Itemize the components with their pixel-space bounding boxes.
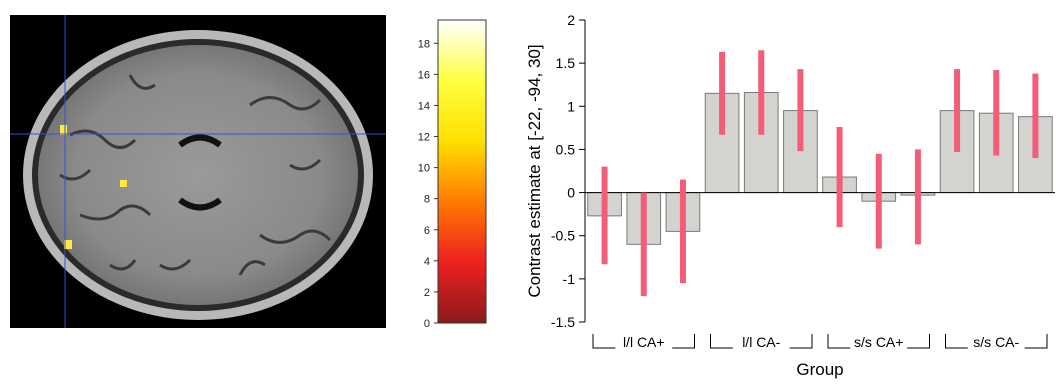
colorbar: 0 2 4 6 8 10 12 14 16 18	[400, 10, 510, 330]
colorbar-svg: 0 2 4 6 8 10 12 14 16 18	[418, 19, 487, 330]
y-tick-label-1: 1.5	[556, 55, 576, 71]
activation-cluster-3	[64, 240, 72, 249]
group-label-2: s/s CA+	[854, 334, 903, 350]
bar-chart: 2 1.5 1 0.5 0 -0.5 -1 -1.5 Contrast estimate at …	[510, 0, 1056, 380]
y-tick-label-2: 1	[567, 98, 575, 114]
colorbar-tick-label-4: 8	[424, 194, 430, 206]
y-tick-label-5: -0.5	[551, 228, 575, 244]
group-label-3: s/s CA-	[973, 334, 1019, 350]
ventricle-upper	[178, 134, 222, 148]
y-tick-label-7: -1.5	[551, 314, 575, 330]
brain-slice-svg	[10, 15, 386, 328]
colorbar-gradient	[437, 19, 487, 324]
colorbar-tick-label-9: 18	[418, 38, 430, 50]
group-bracket-0	[592, 334, 695, 349]
brain-tissue	[38, 45, 358, 305]
group-label-1: l/l CA-	[742, 334, 780, 350]
colorbar-tick-label-6: 12	[418, 132, 430, 144]
activation-cluster-1	[60, 125, 67, 135]
y-tick-label-4: 0	[567, 185, 575, 201]
group-bracket-2	[827, 334, 930, 349]
y-tick-label-0: 2	[567, 12, 575, 28]
colorbar-tick-label-2: 4	[424, 256, 430, 268]
bar-chart-svg: 2 1.5 1 0.5 0 -0.5 -1 -1.5 Contrast estimate at …	[525, 12, 1055, 379]
x-axis-label: Group	[796, 360, 843, 379]
colorbar-tick-label-7: 14	[418, 100, 430, 112]
y-tick-label-6: -1	[563, 271, 576, 287]
group-bracket-3	[945, 334, 1048, 349]
activation-cluster-2	[120, 180, 127, 187]
y-axis-label: Contrast estimate at [-22, -94, 30]	[525, 44, 544, 297]
colorbar-tick-label-8: 16	[418, 69, 430, 81]
sulci	[59, 74, 332, 276]
brain-slice-image	[10, 15, 386, 328]
group-bracket-1	[710, 334, 813, 349]
ventricle-lower	[178, 197, 222, 211]
group-label-0: l/l CA+	[623, 334, 665, 350]
y-tick-label-3: 0.5	[556, 141, 576, 157]
colorbar-tick-label-0: 0	[424, 318, 430, 330]
colorbar-tick-label-1: 2	[424, 287, 430, 299]
colorbar-tick-label-3: 6	[424, 225, 430, 237]
colorbar-tick-label-5: 10	[418, 163, 430, 175]
